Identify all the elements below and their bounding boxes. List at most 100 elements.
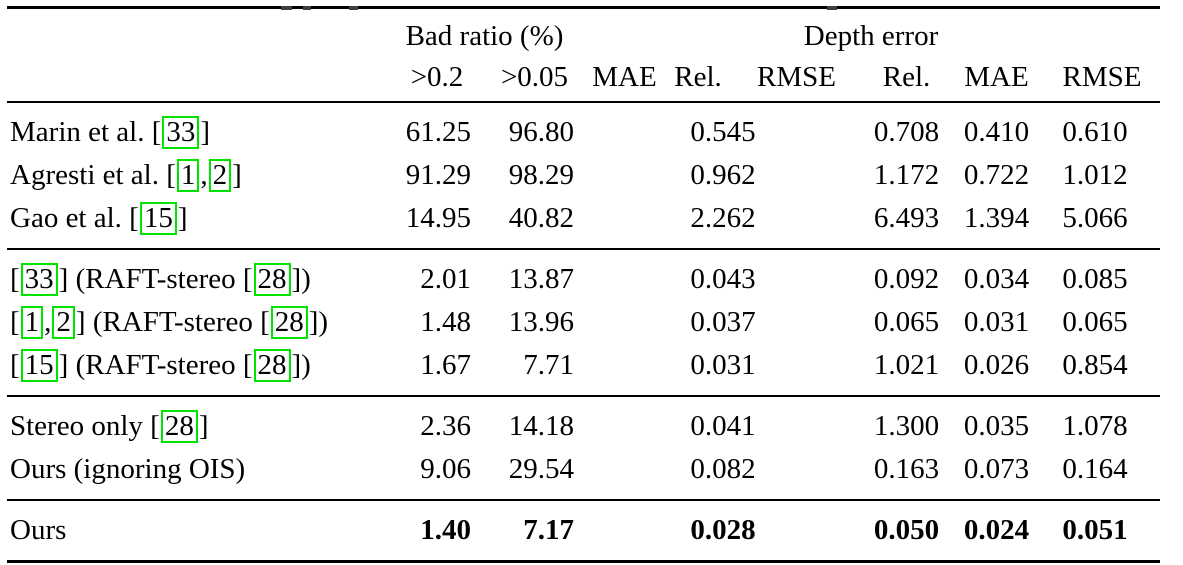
depth-error-cell-2: 0.065 xyxy=(873,305,940,338)
bad-ratio-gt-0-05-cell: 7.71 xyxy=(523,348,574,381)
depth-error-cell-2: 0.050 xyxy=(873,513,940,546)
depth-error-cell-1: 0.962 xyxy=(690,158,756,191)
bad-ratio-gt-0-05-cell: 13.87 xyxy=(508,262,574,295)
citation-link[interactable]: 1 xyxy=(20,306,44,339)
depth-error-cell-3: 0.410 xyxy=(963,115,1030,148)
depth-error-cell-2: 0.163 xyxy=(873,452,940,485)
depth-error-cell-1: 0.043 xyxy=(690,262,756,295)
citation-link[interactable]: 2 xyxy=(208,159,232,192)
col-header-rmse-1: RMSE xyxy=(757,61,836,94)
bad-ratio-gt-0-2-cell: 1.48 xyxy=(420,305,471,338)
table-row: [33] (RAFT-stereo [28]) 2.01 13.87 0.043 0.0… xyxy=(7,249,1160,301)
paper-table-crop: Bad ratio (%) Depth error >0.2 >0.05 MAE… xyxy=(0,6,1183,565)
col-header-mae-1: MAE xyxy=(592,61,657,94)
depth-error-cell-4: 0.085 xyxy=(1062,262,1128,295)
depth-error-cell-1: 0.082 xyxy=(690,452,756,485)
bad-ratio-gt-0-2-cell: 2.01 xyxy=(420,262,471,295)
col-header-bad-gt-0-2: >0.2 xyxy=(410,61,464,94)
citation-link[interactable]: 1 xyxy=(176,159,200,192)
bad-ratio-gt-0-2-cell: 2.36 xyxy=(420,409,471,442)
bad-ratio-gt-0-05-cell: 14.18 xyxy=(508,409,574,442)
citation-link[interactable]: 33 xyxy=(20,263,58,296)
table-row: [15] (RAFT-stereo [28]) 1.67 7.71 0.031 1.02… xyxy=(7,344,1160,396)
depth-error-cell-3: 1.394 xyxy=(963,201,1030,234)
depth-error-cell-4: 0.051 xyxy=(1062,513,1128,546)
depth-error-cell-3: 0.035 xyxy=(963,409,1030,442)
bad-ratio-gt-0-2-cell: 1.40 xyxy=(420,513,471,546)
table-row: Stereo only [28] 2.36 14.18 0.041 1.300 0.035… xyxy=(7,396,1160,448)
bad-ratio-gt-0-2-cell: 14.95 xyxy=(405,201,471,234)
depth-error-cell-3: 0.026 xyxy=(963,348,1030,381)
depth-error-cell-4: 0.610 xyxy=(1062,115,1128,148)
table-section-raft-stereo-variants: [33] (RAFT-stereo [28]) 2.01 13.87 0.043 0.0… xyxy=(7,249,1161,396)
depth-error-cell-4: 0.164 xyxy=(1062,452,1128,485)
caption-descender-mark xyxy=(303,6,311,10)
bad-ratio-gt-0-05-cell: 29.54 xyxy=(508,452,574,485)
empty-header-cell xyxy=(7,57,387,102)
col-header-mae-2: MAE xyxy=(964,61,1029,94)
depth-error-cell-1: 0.545 xyxy=(690,115,756,148)
depth-error-cell-4: 0.854 xyxy=(1062,348,1128,381)
depth-error-cell-1: 2.262 xyxy=(690,201,756,234)
depth-error-cell-3: 0.034 xyxy=(963,262,1030,295)
col-header-rel-2: Rel. xyxy=(882,61,931,94)
method-cell: Stereo only [28] xyxy=(10,410,209,443)
citation-link[interactable]: 28 xyxy=(270,306,308,339)
depth-error-cell-1: 0.028 xyxy=(690,513,756,546)
table-row: Marin et al. [33] 61.25 96.80 0.545 0.708 0.4… xyxy=(7,102,1160,154)
citation-link[interactable]: 15 xyxy=(139,202,177,235)
method-cell: [1, 2] (RAFT-stereo [28]) xyxy=(10,306,329,339)
depth-error-cell-4: 1.012 xyxy=(1062,158,1128,191)
method-cell: Ours (ignoring OIS) xyxy=(10,452,246,485)
method-cell: Agresti et al. [1, 2] xyxy=(10,159,242,192)
caption-descender-mark xyxy=(281,6,292,10)
table-section-prior-methods: Marin et al. [33] 61.25 96.80 0.545 0.708 0.4… xyxy=(7,102,1161,249)
bad-ratio-gt-0-2-cell: 91.29 xyxy=(405,158,471,191)
depth-error-cell-1: 0.041 xyxy=(690,409,756,442)
citation-link[interactable]: 2 xyxy=(52,306,75,339)
depth-error-cell-4: 1.078 xyxy=(1062,409,1128,442)
column-header-row: >0.2 >0.05 MAE Rel. RMSE Rel. MAE RMSE xyxy=(7,57,1160,102)
method-cell: Gao et al. [15] xyxy=(10,202,188,235)
depth-error-cell-2: 1.021 xyxy=(873,348,940,381)
depth-error-cell-2: 0.092 xyxy=(873,262,940,295)
bad-ratio-group-header: Bad ratio (%) xyxy=(405,20,564,53)
depth-error-cell-2: 1.172 xyxy=(873,158,940,191)
citation-link[interactable]: 33 xyxy=(162,116,200,149)
depth-error-cell-4: 0.065 xyxy=(1062,305,1128,338)
results-table: Bad ratio (%) Depth error >0.2 >0.05 MAE… xyxy=(7,6,1161,563)
bad-ratio-gt-0-05-cell: 13.96 xyxy=(508,305,574,338)
table-row: [1, 2] (RAFT-stereo [28]) 1.48 13.96 0.037 0.… xyxy=(7,301,1160,344)
method-cell: Marin et al. [33] xyxy=(10,116,211,149)
bad-ratio-gt-0-05-cell: 40.82 xyxy=(508,201,574,234)
bad-ratio-gt-0-2-cell: 1.67 xyxy=(420,348,471,381)
method-cell: Ours xyxy=(10,513,67,546)
depth-error-cell-1: 0.031 xyxy=(690,348,756,381)
depth-error-cell-2: 6.493 xyxy=(873,201,940,234)
table-row: Agresti et al. [1, 2] 91.29 98.29 0.962 1.172… xyxy=(7,154,1160,197)
table-section-baselines: Stereo only [28] 2.36 14.18 0.041 1.300 0.035… xyxy=(7,396,1161,500)
col-header-bad-gt-0-05: >0.05 xyxy=(500,61,569,94)
citation-link[interactable]: 28 xyxy=(160,410,198,443)
table-row: Gao et al. [15] 14.95 40.82 2.262 6.493 1.394… xyxy=(7,197,1160,249)
depth-error-cell-2: 0.708 xyxy=(873,115,940,148)
depth-error-cell-2: 1.300 xyxy=(873,409,940,442)
bad-ratio-gt-0-05-cell: 7.17 xyxy=(523,513,574,546)
citation-link[interactable]: 28 xyxy=(253,263,291,296)
citation-link[interactable]: 28 xyxy=(253,349,291,382)
table-header: Bad ratio (%) Depth error >0.2 >0.05 MAE… xyxy=(7,8,1161,102)
caption-descender-mark xyxy=(349,6,358,10)
citation-link[interactable]: 15 xyxy=(20,349,58,382)
depth-error-cell-4: 5.066 xyxy=(1062,201,1128,234)
bad-ratio-gt-0-2-cell: 9.06 xyxy=(420,452,471,485)
depth-error-cell-3: 0.073 xyxy=(963,452,1030,485)
table-section-ours: Ours 1.40 7.17 0.028 0.050 0.024 0.051 xyxy=(7,500,1161,562)
depth-error-cell-3: 0.031 xyxy=(963,305,1030,338)
method-cell: [15] (RAFT-stereo [28]) xyxy=(10,349,311,382)
bad-ratio-gt-0-05-cell: 98.29 xyxy=(508,158,574,191)
method-cell: [33] (RAFT-stereo [28]) xyxy=(10,263,311,296)
depth-error-cell-3: 0.024 xyxy=(963,513,1030,546)
bad-ratio-gt-0-2-cell: 61.25 xyxy=(405,115,471,148)
col-header-rmse-2: RMSE xyxy=(1062,61,1142,94)
caption-descender-mark xyxy=(827,6,837,10)
